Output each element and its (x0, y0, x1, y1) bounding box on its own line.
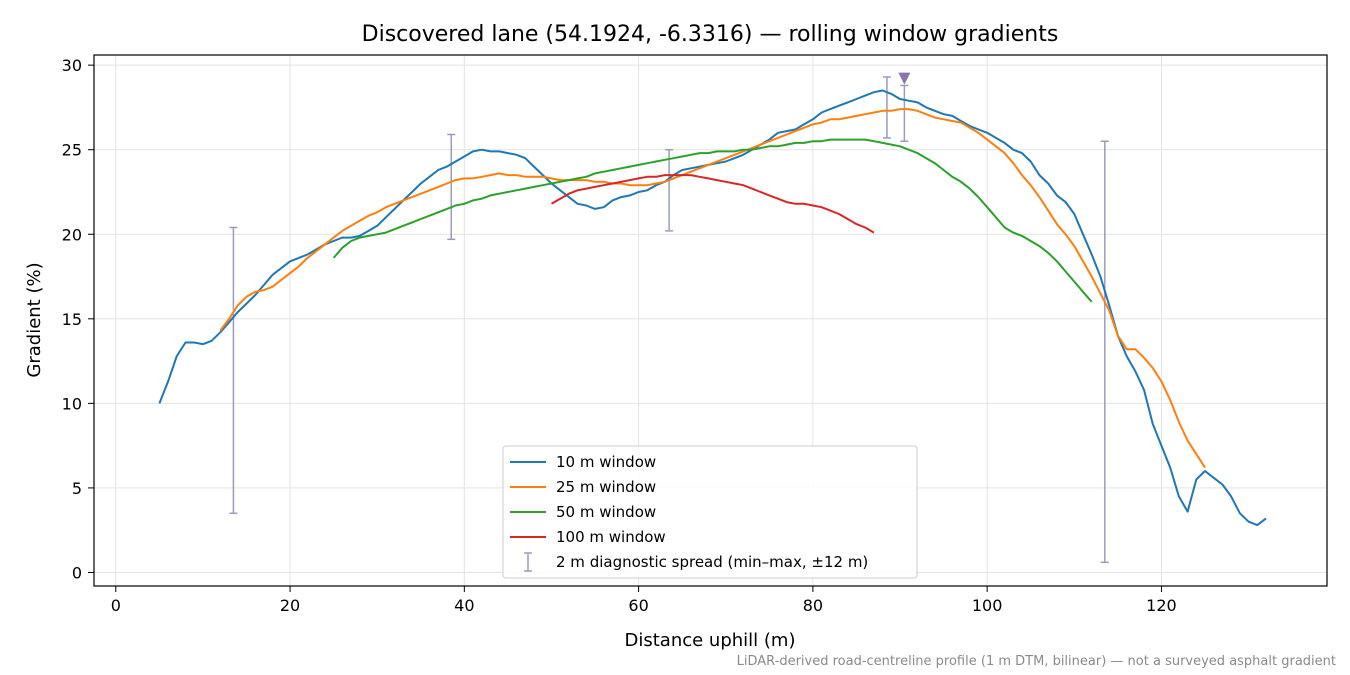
chart-title: Discovered lane (54.1924, -6.3316) — rol… (362, 22, 1059, 47)
legend-label-25m: 25 m window (556, 478, 656, 496)
x-tick-label: 60 (628, 596, 648, 615)
footnote: LiDAR-derived road-centreline profile (1… (737, 654, 1336, 669)
series-line-2 (332, 138, 1093, 303)
legend-label-errorbar: 2 m diagnostic spread (min–max, ±12 m) (556, 553, 868, 571)
errorbar-layer (229, 76, 1109, 564)
axis-ticks: 0 20 40 60 80 100 120 0 5 10 15 20 25 30 (62, 56, 1177, 615)
legend: 10 m window 25 m window 50 m window 100 … (502, 445, 918, 579)
x-tick-label: 0 (111, 596, 121, 615)
series-line-3 (550, 174, 875, 234)
series-layer (158, 89, 1267, 527)
plot-frame (93, 54, 1328, 587)
errorbar (229, 226, 238, 515)
x-tick-label: 40 (454, 596, 474, 615)
y-axis-title: Gradient (%) (24, 262, 45, 377)
y-tick-label: 0 (72, 563, 82, 582)
legend-label-50m: 50 m window (556, 503, 656, 521)
peak-marker (898, 72, 911, 85)
legend-swatch-errorbar (524, 552, 532, 572)
errorbar (1100, 140, 1109, 564)
y-tick-label: 30 (62, 56, 82, 75)
y-tick-label: 10 (62, 394, 82, 413)
marker-layer (898, 72, 911, 85)
x-tick-label: 80 (803, 596, 823, 615)
legend-label-100m: 100 m window (556, 528, 666, 546)
x-axis-title: Distance uphill (m) (625, 630, 796, 651)
errorbar (447, 133, 456, 241)
x-tick-label: 120 (1146, 596, 1177, 615)
errorbar (882, 76, 891, 139)
errorbar (900, 84, 909, 142)
legend-label-10m: 10 m window (556, 453, 656, 471)
legend-box (502, 445, 918, 579)
x-tick-label: 100 (972, 596, 1003, 615)
y-tick-label: 20 (62, 225, 82, 244)
errorbar (665, 148, 674, 232)
y-tick-label: 25 (62, 141, 82, 160)
grid (94, 55, 1327, 586)
y-tick-label: 15 (62, 310, 82, 329)
y-tick-label: 5 (72, 479, 82, 498)
series-line-1 (219, 108, 1206, 469)
x-tick-label: 20 (280, 596, 300, 615)
